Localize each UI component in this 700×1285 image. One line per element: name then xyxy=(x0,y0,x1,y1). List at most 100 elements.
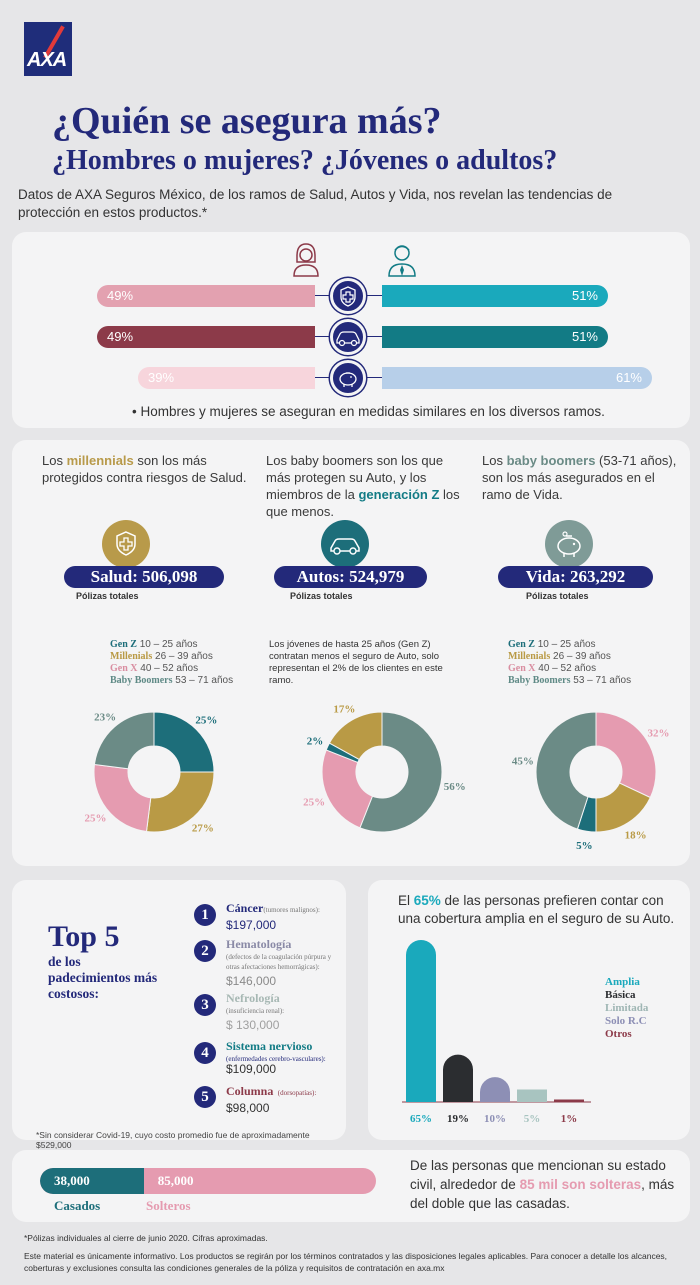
legend-amplia: Amplia xyxy=(605,976,640,988)
salud-sub: Pólizas totales xyxy=(76,591,139,601)
bar xyxy=(406,940,436,1102)
donut-label: 17% xyxy=(333,703,355,715)
legend-item: Millenials 26 – 39 años xyxy=(508,651,611,662)
women-bar-life: 39% xyxy=(138,367,315,389)
footnote-policies: *Pólizas individuales al cierre de junio… xyxy=(24,1233,268,1243)
donut-label: 2% xyxy=(307,735,324,747)
legend-item: Gen Z 10 – 25 años xyxy=(110,639,198,650)
top5-item-1: Cáncer(tumores malignos): xyxy=(226,901,320,915)
vida-total-pill: Vida: 263,292 xyxy=(498,566,653,588)
vida-donut: 32% 18% 5% 45% xyxy=(512,711,669,850)
donut-label: 45% xyxy=(512,755,534,767)
autos-total-pill: Autos: 524,979 xyxy=(274,566,427,588)
title-line2: ¿Hombres o mujeres? ¿Jóvenes o adultos? xyxy=(52,145,558,176)
salud-donut: 25% 27% 25% 23% xyxy=(85,711,218,835)
men-pct-health: 51% xyxy=(571,288,598,303)
rank-5-badge: 5 xyxy=(194,1086,216,1108)
title-line1: ¿Quién se asegura más? xyxy=(52,100,442,142)
man-icon xyxy=(388,245,416,277)
men-pct-auto: 51% xyxy=(571,329,598,344)
logo-text: AXA xyxy=(27,49,67,71)
intro-text: Datos de AXA Seguros México, de los ramo… xyxy=(18,187,613,220)
civil-bar: 38,000 85,000 xyxy=(40,1168,376,1194)
bar xyxy=(480,1077,510,1102)
legend-item: Gen X 40 – 52 años xyxy=(508,663,597,674)
cost-5: $98,000 xyxy=(226,1101,270,1115)
car-icon xyxy=(330,319,366,355)
cost-1: $197,000 xyxy=(226,918,277,932)
footnote-legal: Este material es únicamente informativo.… xyxy=(24,1251,668,1273)
donut-slice xyxy=(595,711,657,799)
donut-slice xyxy=(93,711,155,770)
donut-label: 18% xyxy=(625,829,647,841)
women-pct-auto: 49% xyxy=(107,329,134,344)
legend-otros: Otros xyxy=(605,1028,632,1040)
women-pct-health: 49% xyxy=(107,288,134,303)
single-value: 85,000 xyxy=(157,1173,194,1188)
donut-slice xyxy=(93,763,152,833)
bar-label: 65% xyxy=(410,1113,432,1125)
rank-2-badge: 2 xyxy=(194,940,216,962)
donut-slice xyxy=(153,711,215,773)
rank-3-badge: 3 xyxy=(194,994,216,1016)
legend-limitada: Limitada xyxy=(605,1002,649,1014)
donut-slice xyxy=(321,749,374,829)
piggy-bank-icon xyxy=(330,360,366,396)
top5-item-5: Columna (dorsopatías): xyxy=(226,1084,317,1098)
gender-card: 49% 51% 49% 51% 39% 61% • Hombres y muje… xyxy=(12,232,690,428)
bar xyxy=(517,1089,547,1102)
single-label: Solteros xyxy=(146,1198,191,1213)
women-bar-health: 49% xyxy=(97,285,315,307)
legend-item: Gen Z 10 – 25 años xyxy=(508,639,596,650)
top5-item-2: Hematología (defectos de la coagulación p… xyxy=(226,937,332,972)
highlight-gen-z: generación Z xyxy=(358,487,440,502)
donut-label: 27% xyxy=(192,823,214,835)
autos-sub: Pólizas totales xyxy=(290,591,353,601)
civil-status-card: 38,000 85,000 Casados Solteros De las pe… xyxy=(12,1150,690,1222)
cost-4: $109,000 xyxy=(226,1062,277,1076)
top5-title: Top 5 xyxy=(48,920,120,953)
salud-total-pill: Salud: 506,098 xyxy=(64,566,224,588)
highlight-millennials: millennials xyxy=(66,453,134,468)
top5-item-3: Nefrología (insuficiencia renal): xyxy=(226,991,285,1016)
legend-basica: Básica xyxy=(605,989,636,1001)
highlight-65: 65% xyxy=(413,893,441,908)
bar-label: 19% xyxy=(447,1113,469,1125)
women-pct-life: 39% xyxy=(148,370,175,385)
piggy-bank-icon xyxy=(545,520,593,568)
bar xyxy=(554,1099,584,1102)
autos-donut: 56% 25% 2% 17% xyxy=(303,703,466,833)
cost-3: $ 130,000 xyxy=(226,1018,280,1032)
top5-item-4: Sistema nervioso (enfermedades cerebro-va… xyxy=(226,1039,326,1064)
legend-item: Baby Boomers 53 – 71 años xyxy=(508,675,632,686)
axa-logo[interactable]: AXA xyxy=(24,22,72,76)
health-shield-icon xyxy=(102,520,150,568)
civil-text: De las personas que mencionan su estado … xyxy=(410,1158,675,1211)
donut-label: 56% xyxy=(444,781,466,793)
gender-note: • Hombres y mujeres se aseguran en medid… xyxy=(132,404,605,419)
vida-legend: Gen Z 10 – 25 años Millenials 26 – 39 añ… xyxy=(508,639,631,687)
donut-slice xyxy=(535,711,597,830)
men-bar-health: 51% xyxy=(382,285,608,307)
married-label: Casados xyxy=(54,1198,101,1213)
women-bar-auto: 49% xyxy=(97,326,315,348)
vida-headline: Los baby boomers (53-71 años), son los m… xyxy=(482,453,677,502)
donut-slice xyxy=(145,771,215,833)
coverage-bar-chart: 65% 19% 10% 5% 1% xyxy=(402,940,591,1125)
married-segment xyxy=(40,1168,144,1194)
rank-1-badge: 1 xyxy=(194,904,216,926)
donut-label: 32% xyxy=(647,727,669,739)
married-value: 38,000 xyxy=(54,1173,90,1188)
bar-label: 10% xyxy=(484,1113,506,1125)
legend-item: Baby Boomers 53 – 71 años xyxy=(110,675,234,686)
rank-4-badge: 4 xyxy=(194,1042,216,1064)
legend-solo-rc: Solo R.C xyxy=(605,1015,647,1027)
donut-label: 5% xyxy=(576,840,593,850)
donut-label: 23% xyxy=(94,711,116,723)
top5-note: *Sin considerar Covid-19, cuyo costo pro… xyxy=(36,1130,310,1150)
bar-label: 1% xyxy=(561,1113,578,1125)
products-card: Los millennials son los más protegidos c… xyxy=(12,440,690,866)
health-cross-icon xyxy=(330,278,366,314)
top5-subtitle: de los padecimientos más costosos: xyxy=(48,954,158,1001)
donut-slice xyxy=(328,711,383,761)
